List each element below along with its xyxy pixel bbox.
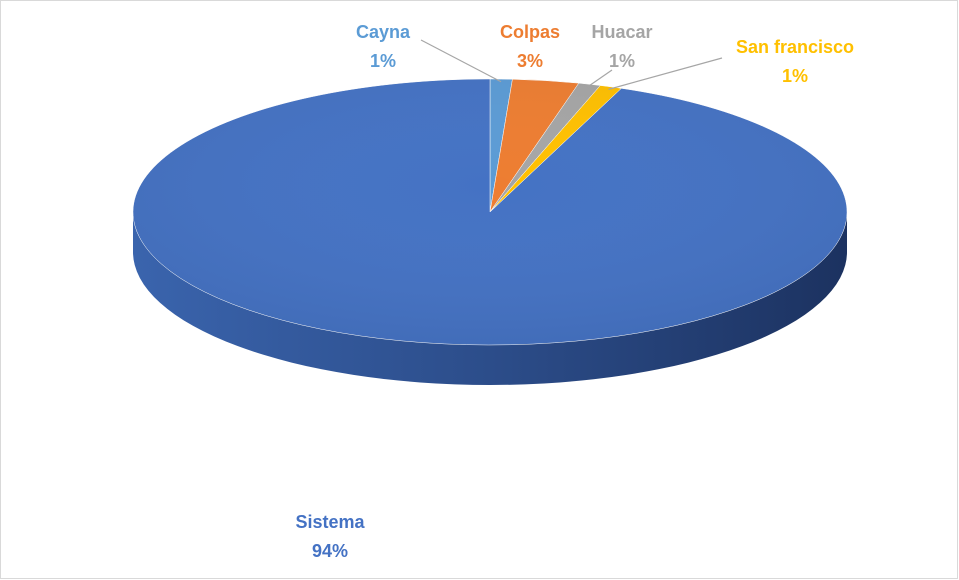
pie-slice [132,78,848,346]
slice-label: San francisco [736,37,854,57]
slice-value: 1% [609,51,635,71]
slice-label: Colpas [500,22,560,42]
slice-value: 1% [782,66,808,86]
slice-label: Huacar [591,22,652,42]
slice-label: Cayna [356,22,411,42]
slice-value: 94% [312,541,348,561]
slice-value: 3% [517,51,543,71]
slice-value: 1% [370,51,396,71]
leader-line [420,39,502,83]
slice-label: Sistema [295,512,365,532]
